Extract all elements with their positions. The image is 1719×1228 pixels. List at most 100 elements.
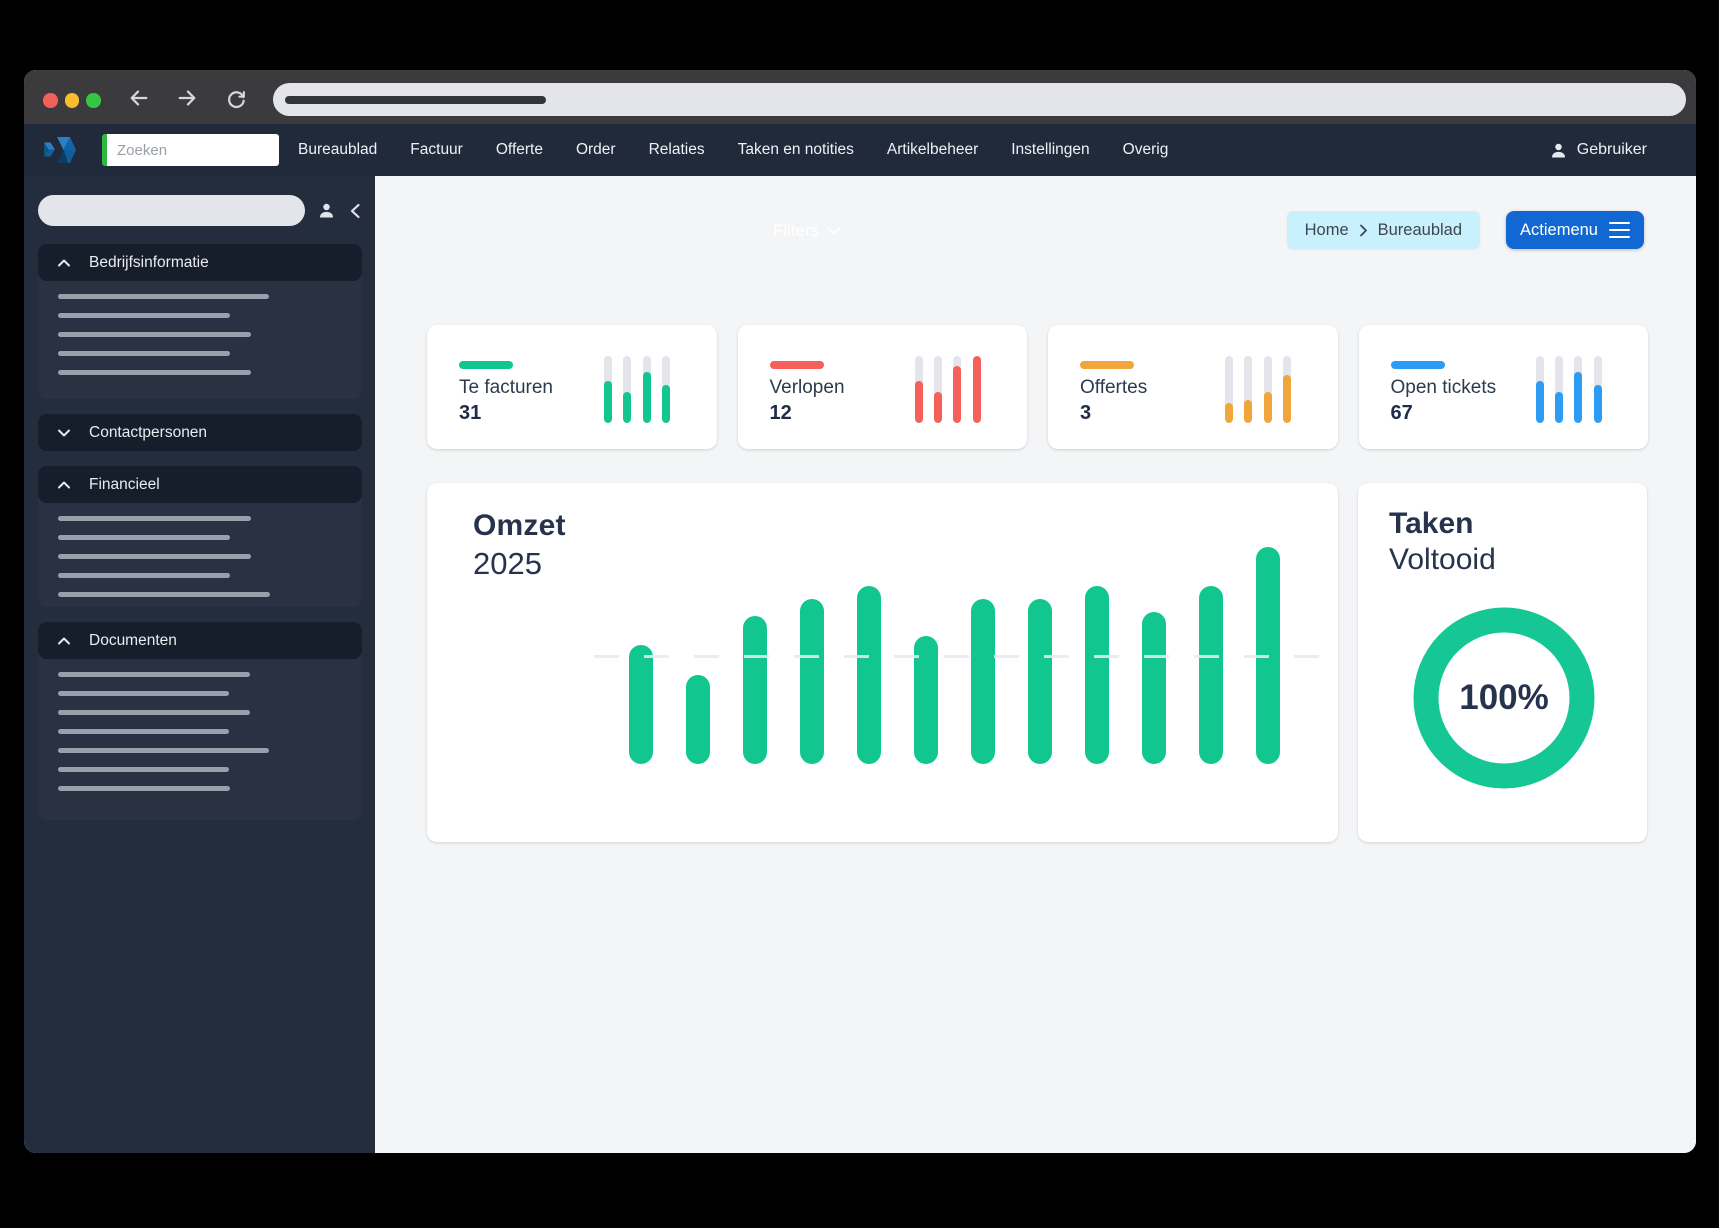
reload-icon [228,91,245,109]
person-icon [1551,143,1565,157]
sidebar-collapse-button[interactable] [349,203,361,219]
sidebar-group-label: Contactpersonen [89,423,208,441]
redacted-url-text [285,95,546,104]
sidebar: Bedrijfsinformatie Contactpersonen Financi… [24,176,375,1153]
breadcrumb: Home Bureaublad [1286,211,1481,249]
window-body: Bedrijfsinformatie Contactpersonen Financi… [24,176,1696,1153]
window-close-button[interactable] [43,93,58,108]
revenue-bar [971,599,995,764]
mini-bar-track [972,356,981,423]
tasks-chart-subtitle: Voltooid [1389,543,1496,576]
sidebar-search-input[interactable] [38,195,305,226]
mini-bar-track [1263,356,1272,423]
stat-accent-pill [459,361,513,369]
stat-card-offertes[interactable]: Offertes 3 [1048,325,1338,449]
top-actions: Home Bureaublad Actiemenu [1286,211,1644,249]
sidebar-group-label: Bedrijfsinformatie [89,253,209,271]
stat-cards-row: Te facturen 31 Verlopen 12 Offertes 3 Open tic… [427,325,1648,449]
filters-toggle[interactable]: Filters [773,221,841,241]
mini-bar-track [1283,356,1292,423]
skeleton-line [58,535,230,540]
revenue-bar [857,586,881,764]
mini-bar-fill [662,385,671,423]
chevron-left-icon [350,203,360,218]
chevron-right-icon [1359,224,1368,237]
user-label: Gebruiker [1576,141,1647,158]
stat-accent-pill [1080,361,1134,369]
skeleton-line [58,313,230,318]
stat-accent-pill [1390,361,1445,369]
mini-bar-fill [604,381,612,423]
hamburger-icon [1609,221,1630,239]
main-content: Filters Home Bureaublad Actiemenu [375,176,1696,1153]
chevron-up-icon [57,478,71,492]
skeleton-line [58,370,251,375]
tasks-donut-chart: 100% [1413,607,1595,789]
browser-reload-button[interactable] [225,87,247,109]
stat-label: Te facturen [459,377,553,398]
stat-mini-bar-chart [914,356,982,423]
nav-item-artikelbeheer[interactable]: Artikelbeheer [886,141,979,158]
sidebar-group-header-contactpersonen[interactable]: Contactpersonen [38,414,362,451]
stat-value: 12 [769,402,792,424]
skeleton-line [58,748,269,753]
nav-item-factuur[interactable]: Factuur [410,141,463,158]
nav-item-taken-en-notities[interactable]: Taken en notities [737,141,854,158]
skeleton-line [58,592,270,597]
stat-label: Open tickets [1390,377,1497,398]
nav-item-offerte[interactable]: Offerte [495,141,543,158]
mini-bar-track [1535,356,1544,423]
donut-ring [1413,607,1595,789]
action-menu-label: Actiemenu [1520,220,1598,239]
charts-row: Omzet 2025 Taken Voltooid 100% [427,483,1647,842]
mini-bar-fill [1244,400,1253,423]
mini-bar-fill [1283,375,1292,423]
mini-bar-fill [1263,392,1272,423]
browser-forward-button[interactable] [176,87,198,109]
sidebar-group-header-documenten[interactable]: Documenten [38,622,362,659]
skeleton-line [58,351,230,356]
mini-bar-track [1574,356,1583,423]
stat-mini-bar-chart [1535,356,1603,423]
stat-mini-bar-chart [604,356,671,423]
action-menu-button[interactable]: Actiemenu [1506,211,1644,249]
sidebar-group-header-bedrijfsinformatie[interactable]: Bedrijfsinformatie [38,244,362,281]
user-menu[interactable]: Gebruiker [1549,141,1647,160]
forward-arrow-icon [178,90,196,106]
mini-bar-fill [914,381,923,423]
breadcrumb-home[interactable]: Home [1304,220,1349,239]
stat-mini-bar-chart [1225,356,1292,423]
tasks-chart-title: Taken [1389,507,1474,540]
browser-window: Bureaublad Factuur Offerte Order Relaties Tak… [24,70,1696,1153]
stat-card-verlopen[interactable]: Verlopen 12 [737,325,1027,449]
nav-item-overig[interactable]: Overig [1122,141,1169,158]
skeleton-line [58,332,251,337]
sidebar-group-body [38,659,362,820]
mini-bar-fill [953,366,962,423]
browser-back-button[interactable] [128,87,150,109]
stat-card-open-tickets[interactable]: Open tickets 67 [1358,325,1648,449]
breadcrumb-current[interactable]: Bureaublad [1377,220,1463,239]
search-input[interactable] [102,134,279,166]
stat-card-te-facturen[interactable]: Te facturen 31 [427,325,717,449]
nav-item-bureaublad[interactable]: Bureaublad [298,141,378,158]
stat-value: 67 [1390,402,1413,424]
nav-item-relaties[interactable]: Relaties [648,141,705,158]
app-navbar: Bureaublad Factuur Offerte Order Relaties Tak… [24,124,1696,176]
sidebar-group-contactpersonen: Contactpersonen [38,414,362,451]
sidebar-group-body [38,281,362,399]
window-minimize-button[interactable] [64,93,79,108]
sidebar-group-header-financieel[interactable]: Financieel [38,466,362,503]
browser-address-bar[interactable] [273,83,1686,116]
revenue-chart-subtitle: 2025 [473,546,542,581]
mini-bar-track [933,356,942,423]
person-icon[interactable] [317,201,336,220]
mini-bar-fill [623,392,632,423]
window-zoom-button[interactable] [86,93,101,108]
nav-item-order[interactable]: Order [575,141,616,158]
nav-item-instellingen[interactable]: Instellingen [1011,141,1090,158]
sidebar-groups: Bedrijfsinformatie Contactpersonen Financi… [38,244,362,820]
revenue-bar-chart [427,483,1338,842]
stat-label: Offertes [1080,377,1148,398]
